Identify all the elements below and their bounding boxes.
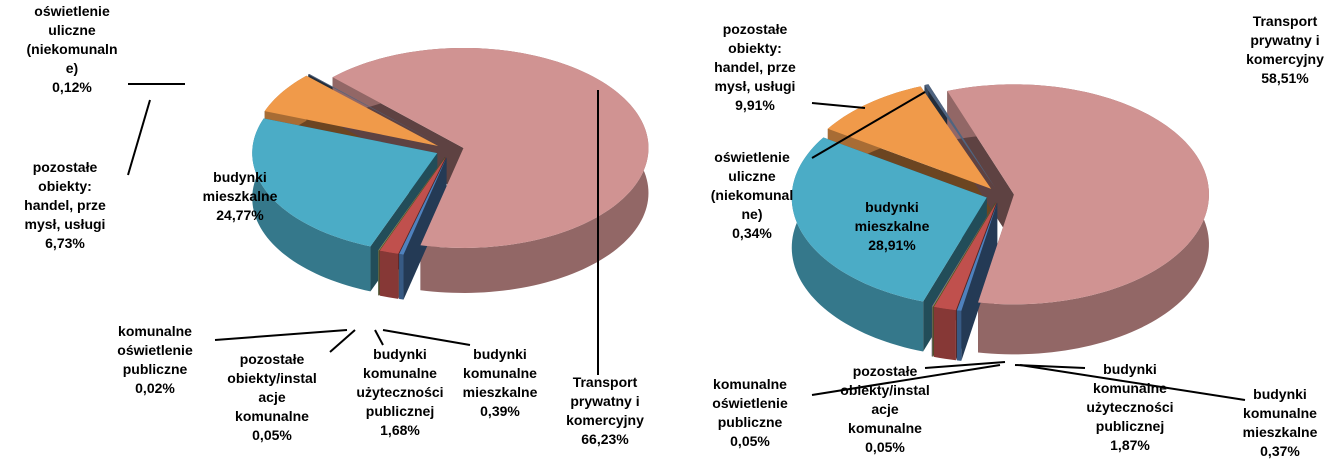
pie-slice [791,137,987,302]
slice-side [791,137,924,352]
category-name: komunalne oświetlenie publiczne [712,376,788,430]
slice-side [931,306,933,357]
slice-side [399,253,404,300]
pie-slice [332,47,649,248]
slice-label: Transport prywatny i komercyjny 58,51% [1205,12,1332,88]
slice-side [932,306,934,357]
value-label: 66,23% [581,431,629,447]
slice-side [933,306,956,361]
pie-slice [956,202,998,311]
value-label: 0,05% [730,433,770,449]
pie-slice [932,202,996,307]
value-label: 58,51% [1261,70,1309,86]
category-name: oświetlenie uliczne (niekomunal ne) [710,149,794,222]
slice-side [252,118,371,292]
category-name: budynki komunalne mieszkalne [462,346,538,400]
leader-line [214,329,348,341]
value-label: 0,05% [865,439,905,455]
slice-label: oświetlenie uliczne (niekomunaln e) 0,12% [0,2,152,97]
category-name: budynki mieszkalne [854,199,930,234]
category-name: Transport prywatny i komercyjny [566,374,644,428]
category-name: pozostałe obiekty: handel, prze mysł, us… [714,21,796,94]
slice-label: Transport prywatny i komercyjny 66,23% [525,373,685,449]
pie-slice [379,157,446,254]
value-label: 6,73% [45,235,85,251]
pie-slice [378,157,445,251]
pie-slice [378,157,445,251]
slice-label: komunalne oświetlenie publiczne 0,02% [75,322,235,398]
slice-label: budynki komunalne mieszkalne 0,37% [1200,385,1332,461]
pie-slice [924,84,996,188]
slice-wall [399,157,447,299]
slice-label: budynki mieszkalne 28,91% [812,198,972,255]
leader-line [127,99,151,176]
pie-slice [399,157,447,255]
pie-slice [947,84,1209,305]
leader-line [811,364,1001,396]
category-name: budynki komunalne mieszkalne [1242,386,1318,440]
category-name: oświetlenie uliczne (niekomunaln e) [26,3,118,76]
leader-line [329,329,356,353]
value-label: 0,34% [732,225,772,241]
category-name: pozostałe obiekty/instal acje komunalne [840,363,930,436]
slice-label: oświetlenie uliczne (niekomunal ne) 0,34% [672,148,832,243]
value-label: 0,12% [52,79,92,95]
category-name: Transport prywatny i komercyjny [1246,13,1324,67]
category-name: budynki komunalne użyteczności publiczne… [356,346,444,419]
slice-label: budynki komunalne użyteczności publiczne… [1050,360,1210,455]
pie-slice [827,86,992,189]
category-name: budynki komunalne użyteczności publiczne… [1086,361,1174,434]
slice-label: budynki mieszkalne 24,77% [160,168,320,225]
value-label: 28,91% [868,237,916,253]
leader-line [374,329,384,346]
value-label: 24,77% [216,207,264,223]
pie-slice [252,118,438,247]
slice-label: pozostałe obiekty/instal acje komunalne 0… [805,362,965,457]
slice-side [378,250,379,296]
value-label: 1,68% [380,422,420,438]
pie [791,84,1209,361]
leader-line [811,102,866,109]
leader-line [924,361,1006,369]
category-name: pozostałe obiekty: handel, prze mysł, us… [24,159,106,232]
leader-line [1014,364,1086,369]
slice-label: pozostałe obiekty: handel, prze mysł, us… [0,158,145,253]
pie-slice [264,75,439,146]
slice-label: pozostałe obiekty/instal acje komunalne 0… [192,350,352,445]
leader-line [1019,364,1246,401]
category-name: pozostałe obiekty/instal acje komunalne [227,351,317,424]
leader-line [382,329,471,346]
value-label: 0,05% [252,427,292,443]
slice-wall [956,202,998,361]
value-label: 0,39% [480,403,520,419]
leader-line [811,91,926,159]
pie [252,47,649,300]
slice-side [956,310,962,361]
slice-label: pozostałe obiekty: handel, prze mysł, us… [675,20,835,115]
pie-slice [308,73,441,145]
slice-label: budynki komunalne mieszkalne 0,39% [420,345,580,421]
category-name: budynki mieszkalne [202,169,278,204]
category-name: komunalne oświetlenie publiczne [117,323,193,377]
slice-label: budynki komunalne użyteczności publiczne… [320,345,480,440]
value-label: 9,91% [735,97,775,113]
value-label: 0,37% [1260,443,1300,459]
value-label: 0,02% [135,380,175,396]
slice-label: komunalne oświetlenie publiczne 0,05% [670,375,830,451]
pie-slice [933,202,997,311]
value-label: 1,87% [1110,437,1150,453]
slice-side [379,250,399,299]
pie-slice [931,202,996,307]
